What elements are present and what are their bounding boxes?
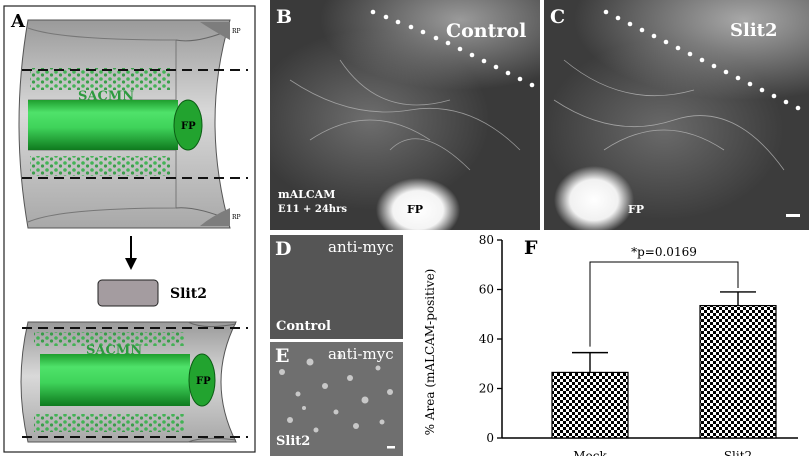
panel-b-stain: mALCAM — [278, 188, 336, 201]
chart-axes: 0 20 40 60 80 — [479, 233, 798, 445]
panel-d-letter: D — [275, 238, 292, 260]
slit2-treatment: Slit2 — [97, 279, 207, 307]
panel-b-letter: B — [276, 6, 293, 28]
panel-e-letter: E — [275, 345, 290, 367]
chart-bars: Mock Slit2 *p=0.0169 — [551, 245, 777, 456]
panel-b-condition: Control — [446, 20, 527, 42]
y-axis-label: % Area (mALCAM-positive) — [423, 269, 437, 436]
y-tick-label: 20 — [479, 382, 494, 396]
x-tick-label: Slit2 — [724, 449, 752, 456]
top-sacmn-label: SACMN — [78, 89, 134, 104]
panel-d-micrograph: D anti-myc Control — [270, 235, 403, 339]
top-rp-label-upper: RP — [232, 28, 241, 35]
panel-f-bar-chart: F % Area (mALCAM-positive) 0 20 40 60 80 Moc… — [423, 233, 798, 456]
top-cylinder-diagram: SACMN FP RP RP — [18, 19, 248, 229]
scale-bar — [786, 214, 800, 217]
panel-e-micrograph: E anti-myc Slit2 — [270, 342, 403, 456]
panel-b-timepoint: E11 + 24hrs — [278, 204, 347, 215]
panel-a-schematic: A SACMN FP RP RP Slit2 — [3, 5, 256, 453]
significance-label: *p=0.0169 — [631, 245, 697, 259]
panel-e-antibody: anti-myc — [328, 345, 394, 363]
y-tick-label: 0 — [486, 431, 494, 445]
y-tick-label: 60 — [479, 283, 494, 297]
panel-c-letter: C — [550, 6, 566, 28]
panel-b-micrograph: B Control mALCAM E11 + 24hrs FP — [270, 0, 540, 230]
panel-b-fp-label: FP — [407, 203, 424, 216]
panel-d-condition: Control — [276, 319, 331, 334]
top-rp-label-lower: RP — [232, 214, 241, 221]
cell-speckles — [279, 353, 395, 449]
down-arrow-icon — [125, 236, 137, 270]
bar-slit2 — [699, 304, 777, 439]
panel-a-letter: A — [10, 11, 26, 32]
bottom-sacmn-label: SACMN — [86, 343, 142, 358]
bottom-cylinder-diagram: SACMN FP — [20, 321, 248, 443]
scale-bar — [387, 446, 395, 449]
slit2-treatment-label: Slit2 — [170, 286, 207, 302]
bottom-fp-label: FP — [196, 376, 211, 387]
y-tick-label: 40 — [479, 332, 494, 346]
control-dotted-boundary — [289, 9, 535, 171]
x-tick-label: Mock — [573, 449, 607, 456]
panel-e-condition: Slit2 — [276, 434, 311, 449]
panel-d-antibody: anti-myc — [328, 238, 394, 256]
panel-c-condition: Slit2 — [730, 20, 778, 41]
bar-mock — [551, 371, 629, 439]
panel-f-letter: F — [524, 237, 538, 259]
y-tick-label: 80 — [479, 233, 494, 247]
significance-bracket — [589, 261, 739, 347]
slit2-dotted-boundary — [553, 9, 801, 217]
top-fp-label: FP — [181, 121, 196, 132]
panel-c-micrograph: C Slit2 FP — [544, 0, 809, 230]
panel-c-fp-label: FP — [628, 203, 645, 216]
